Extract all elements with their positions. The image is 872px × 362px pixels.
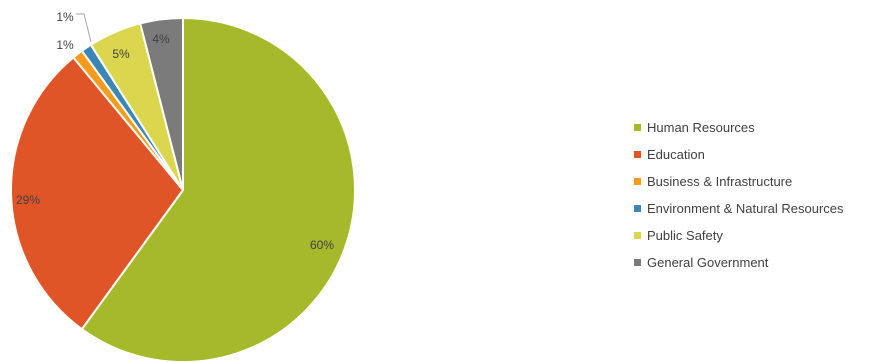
- legend-item: Public Safety: [634, 222, 844, 249]
- pie-slice-education: [9, 56, 185, 331]
- legend-item: Business & Infrastructure: [634, 168, 844, 195]
- legend-swatch: [634, 259, 641, 266]
- legend-swatch: [634, 178, 641, 185]
- legend-label: Human Resources: [647, 120, 755, 135]
- legend-item: Human Resources: [634, 114, 844, 141]
- legend-item: General Government: [634, 249, 844, 276]
- data-label-education: 29%: [16, 193, 40, 207]
- legend-label: General Government: [647, 255, 769, 270]
- legend-label: Public Safety: [647, 228, 723, 243]
- legend-swatch: [634, 124, 641, 131]
- legend-item: Education: [634, 141, 844, 168]
- leader-line: [76, 13, 92, 43]
- legend-label: Education: [647, 147, 705, 162]
- legend-label: Environment & Natural Resources: [647, 201, 844, 216]
- pie-slice-human-resources: [80, 16, 356, 362]
- data-label-public-safety: 5%: [112, 47, 130, 61]
- data-label-human-resources: 60%: [310, 238, 334, 252]
- data-label-business-infrastructure: 1%: [56, 38, 74, 52]
- data-labels: 60% 29% 1% 1% 5% 4%: [16, 10, 334, 252]
- legend-item: Environment & Natural Resources: [634, 195, 844, 222]
- legend-swatch: [634, 151, 641, 158]
- data-label-environment-natural-resources: 1%: [56, 10, 74, 24]
- pie-slice-general-government: [139, 16, 184, 191]
- data-label-general-government: 4%: [152, 32, 170, 46]
- pie-slices: [9, 16, 356, 362]
- leader-lines: [76, 13, 92, 43]
- legend-swatch: [634, 232, 641, 239]
- legend: Human Resources Education Business & Infra…: [634, 114, 844, 276]
- legend-swatch: [634, 205, 641, 212]
- legend-label: Business & Infrastructure: [647, 174, 793, 189]
